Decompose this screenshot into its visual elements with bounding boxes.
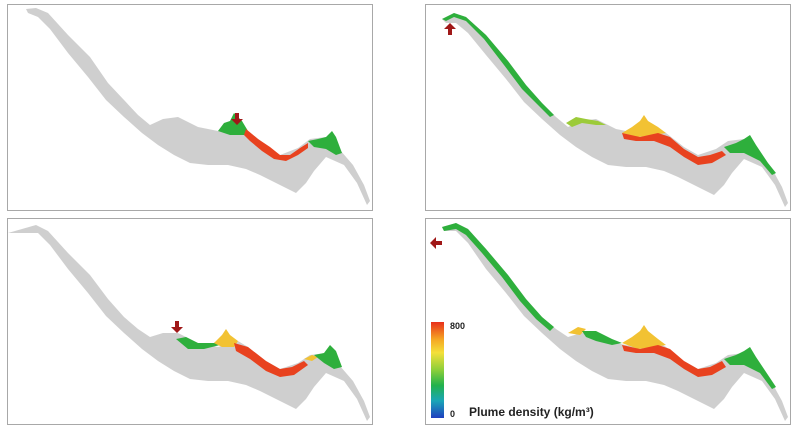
colorbar-min-label: 0 (450, 409, 456, 419)
arrow-left-icon (430, 237, 442, 249)
plume-diagram (26, 8, 370, 205)
plume-diagram (430, 223, 788, 421)
colorbar (431, 322, 444, 418)
plume-yellow-peak (622, 325, 666, 349)
plume-green-upper (442, 13, 554, 117)
plume-red-band (622, 133, 726, 165)
plume-green-upper (442, 223, 554, 331)
plume-diagram (442, 13, 788, 207)
terrain-profile (442, 13, 788, 207)
plume-yellow-left (568, 327, 586, 335)
plume-green-right (724, 135, 776, 175)
plume-mixed-left (566, 117, 606, 127)
colorbar-max-label: 800 (450, 321, 466, 331)
plume-red-band (622, 345, 726, 377)
plume-panel-bottom-left (7, 218, 373, 425)
arrow-up-icon (444, 23, 456, 35)
plume-green-right (724, 347, 776, 389)
plume-green-right (308, 131, 342, 155)
plume-yellow-peak (622, 115, 666, 137)
terrain-profile (26, 8, 370, 205)
plume-panel-top-left (7, 4, 373, 211)
plume-panel-top-right (425, 4, 791, 211)
terrain-profile (442, 223, 788, 421)
arrow-down-icon (171, 321, 183, 333)
plume-green-peak (218, 113, 248, 135)
plume-panel-bottom-right: 800 0 Plume density (kg/m³) (425, 218, 791, 425)
colorbar-title: Plume density (kg/m³) (469, 405, 594, 419)
plume-red-band (234, 343, 308, 377)
plume-yellow-right (304, 355, 318, 361)
plume-diagram (8, 225, 370, 421)
plume-red-band (244, 129, 308, 161)
plume-green-right (314, 345, 342, 369)
terrain-profile (8, 225, 370, 421)
plume-green-left (582, 331, 622, 345)
arrow-down-icon (231, 113, 243, 125)
plume-green-left (176, 335, 228, 349)
plume-yellow-peak (214, 329, 238, 347)
